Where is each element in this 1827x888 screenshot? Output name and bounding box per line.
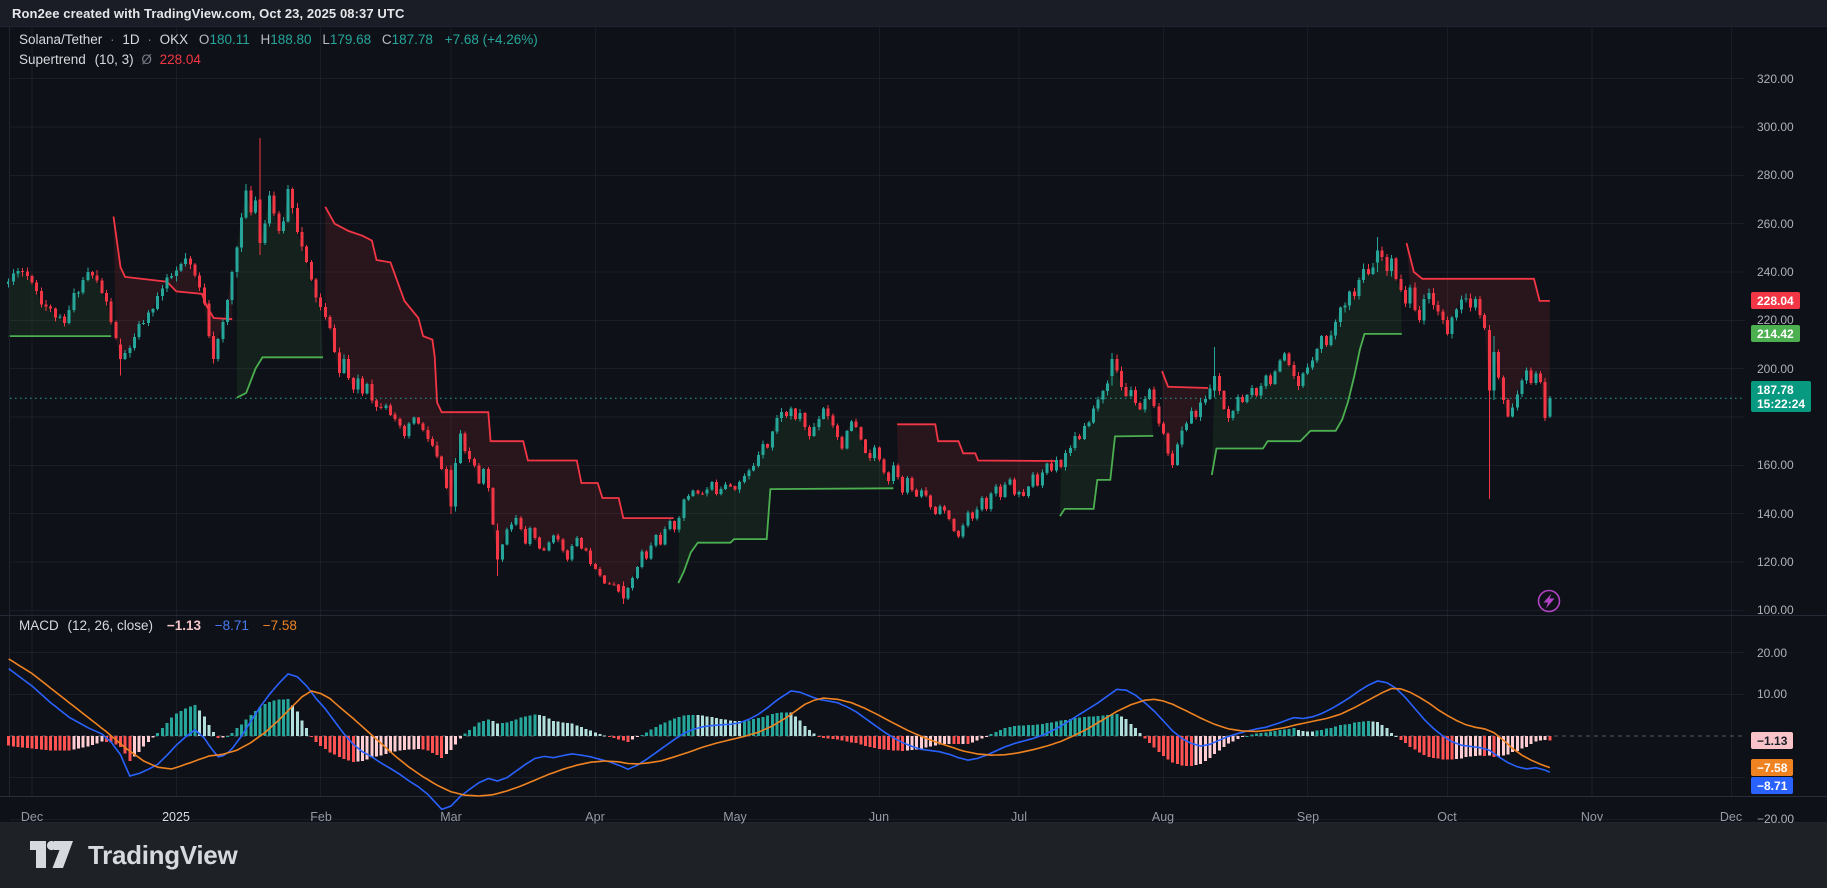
open-value: 180.11 — [209, 32, 250, 47]
macd-axis-label: −20.00 — [1757, 812, 1795, 826]
high-value: 188.80 — [270, 32, 312, 47]
time-axis-month-label[interactable]: Oct — [1437, 810, 1457, 824]
price-axis-label: 140.00 — [1757, 507, 1794, 521]
time-axis-month-label[interactable]: Feb — [310, 810, 332, 824]
axis-badge: −8.71 — [1751, 777, 1794, 794]
open-label: O — [198, 32, 210, 47]
supertrend-legend[interactable]: Supertrend (10, 3) Ø 228.04 — [19, 52, 201, 67]
chart-container[interactable]: Solana/Tether · 1D · OKX O180.11 H188.80… — [0, 26, 1827, 826]
price-axis-label: 240.00 — [1757, 265, 1794, 279]
candlesticks[interactable] — [7, 137, 1552, 605]
high-label: H — [260, 32, 271, 47]
time-axis-month-label[interactable]: Aug — [1151, 810, 1175, 824]
supertrend-value: 228.04 — [159, 52, 201, 67]
price-axis-label: 100.00 — [1757, 603, 1794, 617]
time-axis-month-label[interactable]: Dec — [20, 810, 44, 824]
axis-badge: 214.42 — [1751, 325, 1800, 342]
axis-badge: −1.13 — [1751, 732, 1794, 749]
time-axis-month-label[interactable]: Mar — [440, 810, 462, 824]
time-axis-month-label[interactable]: May — [723, 810, 747, 824]
macd-line[interactable] — [8, 667, 1551, 811]
time-axis-month-label[interactable]: Nov — [1580, 810, 1604, 824]
macd-signal-value: −7.58 — [262, 618, 297, 633]
macd-params: (12, 26, close) — [67, 618, 154, 633]
price-axis-label: 160.00 — [1757, 458, 1794, 472]
price-axis-label: 260.00 — [1757, 217, 1794, 231]
macd-legend[interactable]: MACD (12, 26, close) −1.13 −8.71 −7.58 — [19, 618, 297, 633]
supertrend-params: (10, 3) — [94, 52, 134, 67]
time-axis-month-label[interactable]: Apr — [585, 810, 605, 824]
exchange-label: OKX — [159, 32, 189, 47]
supertrend-name[interactable]: Supertrend — [19, 52, 86, 67]
time-axis-month-label[interactable]: Jul — [1011, 810, 1027, 824]
logo-bar: TradingView — [0, 823, 1827, 888]
macd-line-value: −8.71 — [214, 618, 249, 633]
price-axis-label: 280.00 — [1757, 168, 1794, 182]
interval-label[interactable]: 1D — [122, 32, 140, 47]
change-value: +7.68 (+4.26%) — [444, 32, 538, 47]
macd-signal-line[interactable] — [8, 658, 1551, 797]
supertrend-source-icon: Ø — [141, 52, 152, 67]
symbol-name[interactable]: Solana/Tether — [19, 32, 103, 47]
price-axis-label: 300.00 — [1757, 120, 1794, 134]
attribution-bar: Ron2ee created with TradingView.com, Oct… — [0, 0, 1827, 26]
symbol-legend[interactable]: Solana/Tether · 1D · OKX O180.11 H188.80… — [19, 32, 538, 47]
macd-histogram[interactable] — [7, 699, 1552, 767]
supertrend-fill — [8, 189, 1550, 599]
time-axis-month-label[interactable]: Jun — [868, 810, 890, 824]
close-value: 187.78 — [391, 32, 433, 47]
low-label: L — [322, 32, 330, 47]
time-axis-year-label[interactable]: 2025 — [162, 810, 190, 824]
price-axis-label: 220.00 — [1757, 313, 1794, 327]
pane-frame — [0, 26, 1827, 823]
grid-lines — [10, 26, 1745, 820]
current-price-badge: 187.78 15:22:24 — [1751, 381, 1812, 412]
axis-badge: 228.04 — [1751, 292, 1800, 309]
tradingview-logo-text[interactable]: TradingView — [88, 840, 238, 870]
macd-hist-value: −1.13 — [166, 618, 201, 633]
macd-axis-label: 20.00 — [1757, 646, 1788, 660]
legend-separator: · — [147, 32, 152, 47]
macd-name[interactable]: MACD — [19, 618, 59, 633]
time-axis-month-label[interactable]: Dec — [1719, 810, 1743, 824]
supertrend-line[interactable] — [8, 206, 1550, 584]
axis-badge: −7.58 — [1751, 759, 1794, 776]
close-label: C — [381, 32, 392, 47]
price-axis-label: 120.00 — [1757, 555, 1794, 569]
time-axis-month-label[interactable]: Sep — [1296, 810, 1320, 824]
price-axis-label: 320.00 — [1757, 72, 1794, 86]
tradingview-logo-icon[interactable] — [30, 841, 76, 870]
low-value: 179.68 — [329, 32, 372, 47]
legend-separator: · — [110, 32, 115, 47]
flash-icon[interactable] — [1537, 589, 1561, 613]
attribution-text: Ron2ee created with TradingView.com, Oct… — [12, 5, 405, 21]
macd-axis-label: 10.00 — [1757, 687, 1788, 701]
price-axis-label: 200.00 — [1757, 362, 1794, 376]
